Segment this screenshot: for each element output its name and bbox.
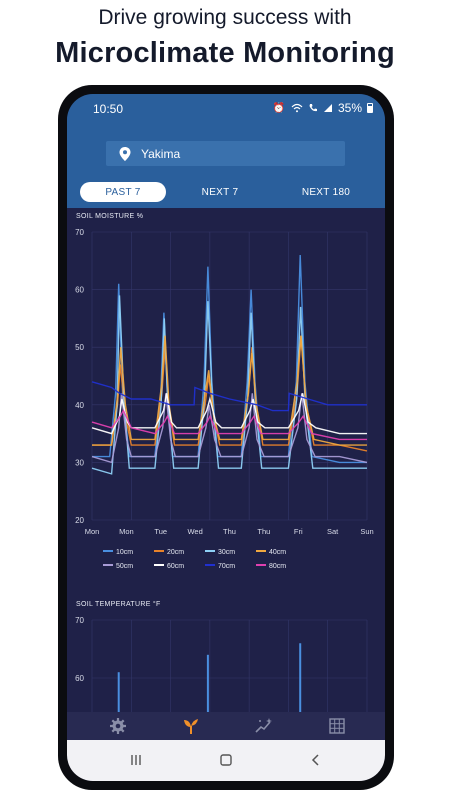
battery-percent: 35% [337, 101, 362, 115]
tab-next-180[interactable]: NEXT 180 [301, 186, 351, 198]
recent-apps-button[interactable] [124, 750, 148, 770]
x-tick-label: Mon [85, 527, 100, 536]
nav-data-table[interactable] [327, 717, 347, 735]
x-tick-label: Sat [327, 527, 339, 536]
series-line-80cm [91, 409, 367, 441]
signal-icon [323, 104, 332, 112]
y-tick-label: 70 [75, 228, 84, 237]
y-tick-label: 50 [75, 343, 84, 352]
recent-apps-icon [131, 755, 141, 765]
promo-line-2: Microclimate Monitoring [55, 37, 395, 69]
location-value: Yakima [141, 146, 181, 161]
alarm-icon: ⏰ [272, 102, 286, 114]
location-pin-icon [119, 146, 131, 161]
trend-sparkle-icon [255, 718, 272, 733]
soil-temperature-chart: 70 60 [75, 616, 368, 712]
grid-table-icon [329, 718, 345, 734]
app-header: Yakima PAST 7 NEXT 7 NEXT 180 [67, 124, 385, 208]
nav-settings[interactable] [108, 717, 128, 735]
back-chevron-icon [311, 754, 319, 766]
wifi-icon [291, 103, 303, 113]
x-tick-label: Tue [154, 527, 167, 536]
nav-growth[interactable] [181, 717, 201, 735]
battery-icon [367, 103, 373, 113]
system-navigation-bar [67, 740, 385, 781]
status-bar: 10:50 ⏰ 35% [67, 94, 385, 124]
y-tick-label: 20 [75, 516, 84, 525]
x-tick-label: Mon [119, 527, 134, 536]
phone-screen: 10:50 ⏰ 35% [67, 94, 385, 781]
legend-label: 60cm [167, 563, 184, 570]
nav-trends[interactable] [254, 717, 274, 735]
series-line-10cm [92, 254, 367, 464]
legend-label: 40cm [269, 549, 286, 556]
call-icon [309, 104, 317, 112]
series-line-70cm [91, 381, 367, 412]
legend-label: 10cm [116, 549, 133, 556]
tab-next-7[interactable]: NEXT 7 [201, 186, 239, 198]
sprout-icon [184, 719, 198, 734]
back-button[interactable] [304, 750, 328, 770]
x-tick-label: Thu [223, 527, 236, 536]
gear-icon [110, 718, 126, 734]
temp-y-tick-label: 60 [75, 674, 84, 683]
bottom-navigation [67, 712, 385, 740]
status-icons-group: ⏰ 35% [273, 101, 373, 115]
home-icon [220, 754, 232, 766]
series-line-30cm [91, 295, 367, 475]
x-tick-label: Thu [257, 527, 270, 536]
time-range-tabs: PAST 7 NEXT 7 NEXT 180 [80, 182, 372, 202]
y-tick-label: 40 [75, 401, 84, 410]
soil-moisture-title: SOIL MOISTURE % [76, 213, 144, 220]
location-selector[interactable]: Yakima [106, 141, 345, 166]
x-tick-label: Wed [187, 527, 202, 536]
x-tick-label: Fri [294, 527, 303, 536]
charts-scroll-area[interactable]: SOIL MOISTURE % 70 60 50 40 30 20 Mon Mon Tue Wed… [67, 208, 385, 712]
x-tick-label: Sun [360, 527, 373, 536]
legend-label: 30cm [218, 549, 235, 556]
promo-line-1: Drive growing success with [98, 6, 352, 29]
soil-temperature-title: SOIL TEMPERATURE °F [76, 601, 161, 608]
status-time: 10:50 [93, 102, 124, 116]
y-tick-label: 60 [75, 286, 84, 295]
legend-label: 70cm [218, 563, 235, 570]
phone-frame: 10:50 ⏰ 35% [58, 85, 394, 790]
legend-label: 50cm [116, 563, 133, 570]
tab-past-7[interactable]: PAST 7 [80, 182, 166, 202]
legend-label: 80cm [269, 563, 286, 570]
legend-label: 20cm [167, 549, 184, 556]
y-tick-label: 30 [75, 458, 84, 467]
temp-y-tick-label: 70 [75, 616, 84, 625]
home-button[interactable] [214, 750, 238, 770]
